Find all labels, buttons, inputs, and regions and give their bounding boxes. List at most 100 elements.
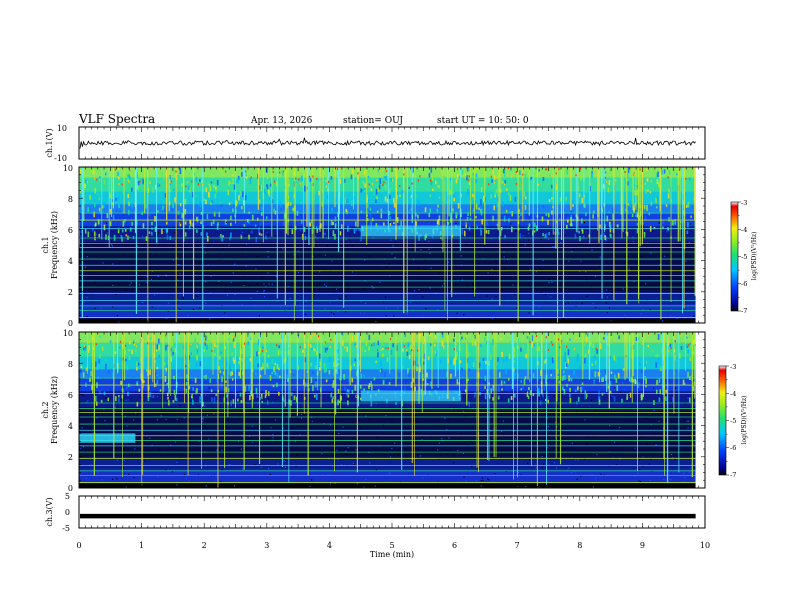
ch2-spec-noise-speck: [214, 481, 216, 483]
ch1-spec-noise-speck: [472, 288, 474, 290]
ch1-spec-hiss-cell: [533, 229, 536, 233]
ch1-spec-hiss-cell: [629, 201, 632, 207]
ch1-spec-noise-speck: [443, 283, 445, 285]
ch2-spec-hiss-cell: [566, 356, 569, 360]
ch1-spec-noise-speck: [187, 314, 189, 317]
ch1-spec-hot-speck: [385, 170, 388, 173]
ch2-spec-hiss-cell: [412, 378, 415, 383]
ch2-spec-noise-speck: [123, 391, 125, 393]
ch1-spec-hot-speck: [555, 184, 557, 187]
ch2-spec-noise-speck: [480, 480, 483, 482]
ch2-spec-noise-speck: [112, 478, 114, 480]
ch2-spec-hiss-cell: [354, 358, 357, 362]
ch1-spec-noise-speck: [225, 221, 228, 223]
ch2-spec-hiss-cell: [118, 395, 120, 398]
ch1-spec-hiss-cell: [154, 226, 157, 233]
ch2-spec-hiss-cell: [297, 334, 300, 338]
ch1-spec-hiss-cell: [259, 210, 262, 215]
ch1-ytick-2: 2: [68, 288, 73, 297]
ch1-spec-hiss-cell: [205, 199, 207, 205]
ch2-spec-noise-speck: [614, 387, 616, 389]
ch1-spec-hiss-cell: [570, 210, 573, 217]
ch2-spec-noise-speck: [118, 400, 120, 403]
ch2-spec-noise-speck: [553, 395, 555, 397]
ch1-spec-hiss-cell: [538, 172, 541, 175]
ch1-spec-hiss-cell: [480, 212, 483, 216]
ch3-waveform-frame: [78, 495, 706, 529]
ch2-spec-hiss-cell: [173, 389, 176, 395]
ch2-spec-hiss-cell: [423, 361, 425, 365]
ch2-spec-noise-speck: [628, 396, 630, 398]
ch2-spec-hiss-cell: [478, 363, 481, 366]
ch1-spec-hiss-cell: [437, 204, 439, 208]
ch2-spec-hiss-cell: [149, 337, 152, 340]
ch2-spec-noise-speck: [176, 461, 178, 464]
ch1-spec-hiss-cell: [174, 197, 176, 203]
ch1-spec-hiss-cell: [442, 175, 445, 182]
ch2-spec-hiss-cell: [107, 370, 110, 374]
ch2-spec-hiss-cell: [622, 368, 625, 371]
ch2-spec-hot-speck: [551, 343, 554, 346]
ch1-spec-hiss-cell: [109, 208, 112, 215]
ch2-spec-hiss-cell: [260, 393, 263, 400]
ch1-spec-hiss-cell: [84, 229, 87, 234]
ch1-spec-hot-speck: [378, 170, 380, 173]
ch1-spec-hot-speck: [139, 180, 141, 183]
ch2-spec-hiss-cell: [273, 366, 275, 372]
ch1-spec-noise-speck: [141, 301, 143, 304]
xtick-4: 4: [327, 541, 332, 550]
ch1-spec-hiss-cell: [436, 219, 439, 225]
ch2-spec-frequency-layer: [79, 483, 696, 488]
ch1-spec-hiss-cell: [467, 167, 470, 171]
ch1-spec-hiss-cell: [188, 185, 190, 191]
ch1-spec-hiss-cell: [117, 196, 120, 200]
ch1-spec-noise-speck: [690, 285, 692, 288]
ch1-spec-hiss-cell: [221, 236, 223, 242]
ch1-spec-hiss-cell: [184, 221, 187, 225]
ch2-ytick-6: 6: [68, 391, 73, 400]
ch1-spec-noise-speck: [368, 255, 370, 257]
ch1-spec-noise-speck: [385, 265, 387, 268]
ch2-spec-hiss-cell: [227, 388, 230, 393]
ch1-spec-noise-speck: [564, 302, 566, 305]
ch2-spec-hiss-cell: [115, 396, 117, 402]
ch2-spec-hiss-cell: [693, 381, 696, 385]
ch1-spec-hiss-cell: [145, 236, 148, 241]
ch1-spec-hiss-cell: [245, 174, 247, 177]
ch1-spec-noise-speck: [627, 242, 629, 244]
ch1-spec-hiss-cell: [533, 172, 536, 175]
ch1-spec-hiss-cell: [378, 184, 381, 190]
ch1-spec-hiss-cell: [294, 205, 296, 212]
ch2-spec-noise-speck: [391, 421, 393, 423]
ch2-spec-hot-speck: [190, 343, 192, 346]
ch2-spec-noise-speck: [171, 471, 174, 473]
ch1-spec-hiss-cell: [103, 179, 106, 185]
ch1-spec-hiss-cell: [243, 224, 246, 227]
ch2-spec-noise-speck: [273, 386, 275, 389]
ch2-spec-noise-speck: [277, 463, 279, 465]
ch1-spec-hiss-cell: [172, 204, 174, 209]
ch1-spec-noise-speck: [306, 239, 308, 241]
ch1-waveform-ylabel: ch.1(V): [45, 128, 54, 157]
station-label: station= OUJ: [343, 116, 403, 126]
ch1-spec-noise-speck: [176, 257, 178, 259]
ch1-spec-hot-speck: [382, 183, 384, 186]
ch1-spec-noise-speck: [585, 275, 587, 278]
ch1-spec-hot-speck: [417, 179, 419, 182]
ch1-spec-hiss-cell: [370, 221, 373, 226]
ch1-spec-hot-speck: [605, 180, 608, 183]
ch2-spec-hiss-cell: [569, 397, 572, 404]
ch2-spec-noise-speck: [97, 471, 99, 473]
ch2-spec-hiss-cell: [574, 389, 577, 393]
ch1-spec-noise-speck: [409, 257, 411, 260]
ch2-spec-hiss-cell: [537, 387, 540, 393]
ch1-spec-hot-speck: [437, 185, 439, 188]
ch2-spec-hiss-cell: [553, 356, 555, 361]
ch2-spec-hot-speck: [553, 336, 555, 339]
ch1-spec-noise-speck: [440, 236, 442, 238]
ch2-spec-hot-speck: [431, 335, 433, 338]
ch1-spec-hiss-cell: [509, 210, 511, 214]
ch2-spec-hiss-cell: [568, 393, 571, 398]
ch1-spec-hiss-cell: [626, 173, 629, 179]
ch1-spec-noise-speck: [548, 281, 550, 284]
